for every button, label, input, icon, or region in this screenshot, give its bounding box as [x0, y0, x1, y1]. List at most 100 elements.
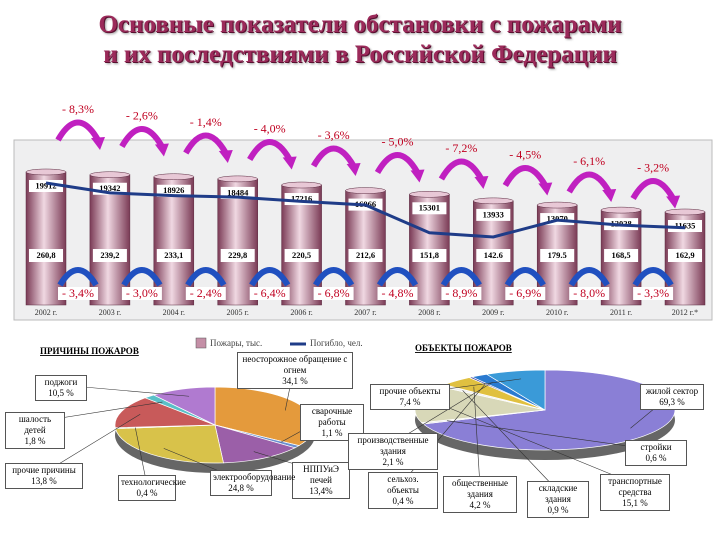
callout: прочие объекты 7,4 % [370, 384, 450, 410]
line-value-label: 162,9 [675, 250, 694, 260]
line-value-label: 233,1 [164, 250, 183, 260]
arrow-head [602, 189, 617, 202]
callout: транспортные средства 15,1 % [600, 474, 670, 511]
arrow-head [154, 143, 169, 157]
arrow [438, 158, 485, 181]
x-tick-label: 2004 г. [163, 308, 185, 317]
arrow-head [474, 176, 489, 189]
leader-line [462, 390, 559, 492]
pie-slice [115, 424, 224, 464]
label-part: 15,1 % [622, 498, 648, 508]
bar-top [153, 173, 195, 181]
label-part: сельхоз. объекты [387, 474, 419, 495]
label-part: НППУиЭ печей [303, 464, 339, 485]
label-part: складские здания [538, 483, 578, 504]
annotation: - 4,5% [509, 147, 541, 161]
label-part: транспортные средства [608, 476, 662, 497]
arrow [121, 267, 163, 287]
arrow [247, 139, 293, 162]
line-value-label: 260,8 [36, 250, 55, 260]
arrow [504, 267, 546, 287]
label-part: 0,4 % [392, 496, 414, 506]
label-bg [476, 249, 511, 262]
label-bg [185, 287, 226, 300]
annotation: - 8,9% [445, 286, 477, 300]
bar-value-label: 19342 [99, 183, 120, 193]
line-value-label: 179.5 [548, 250, 567, 260]
bar-top [664, 208, 706, 216]
line-value-label: 212,6 [356, 250, 375, 260]
label-part: жилой сектор [645, 386, 699, 396]
label-part: шалость детей [18, 414, 52, 435]
annotation: - 6,4% [254, 286, 286, 300]
arrow-head [218, 150, 233, 163]
legend-swatch [195, 337, 207, 349]
label-part: электрооборудование [213, 472, 296, 482]
callout: неосторожное обращение с огнем 34,1 % [237, 352, 353, 389]
x-tick-label: 2003 г. [99, 308, 121, 317]
arrow-head [282, 156, 297, 170]
label-bg [156, 249, 191, 262]
label-bg [249, 287, 290, 300]
bar-top [345, 187, 386, 194]
arrow-head [346, 163, 361, 176]
callout: сельхоз. объекты 0,4 % [368, 472, 438, 509]
line-value-label: 151,8 [420, 250, 439, 260]
annotation: - 2,6% [126, 108, 158, 122]
bar-value-label: 18484 [227, 187, 249, 197]
label-bg [121, 287, 162, 300]
annotation: - 5,0% [382, 134, 414, 148]
bar-top [25, 168, 67, 176]
label-part: 7,4 % [399, 397, 421, 407]
annotation: - 3,2% [637, 160, 669, 174]
label-bg [441, 287, 482, 300]
bar-value-label: 18926 [163, 185, 184, 195]
label-part: 1,8 % [24, 436, 46, 446]
pie-title: ОБЪЕКТЫ ПОЖАРОВ [415, 343, 512, 353]
label-part: прочие причины [12, 465, 76, 475]
bar-top [281, 181, 322, 189]
arrow [376, 267, 419, 287]
callout: общественные здания 4,2 % [443, 476, 517, 513]
arrow [185, 267, 227, 287]
label-bg [412, 249, 447, 262]
callout: поджоги 10,5 % [35, 375, 87, 401]
x-tick-label: 2006 г. [290, 308, 312, 317]
leader-line [442, 404, 636, 485]
label-part: 10,5 % [48, 388, 74, 398]
annotation: - 8,0% [573, 286, 605, 300]
annotation: - 6,8% [318, 286, 350, 300]
callout: НППУиЭ печей 13,4% [292, 462, 350, 499]
annotation: - 7,2% [445, 141, 477, 155]
annotation: - 8,3% [62, 102, 94, 116]
label-bg [58, 287, 98, 300]
legend-label: Пожары, тыс. [210, 338, 262, 348]
x-tick-label: 2002 г. [35, 308, 57, 317]
bar-value-label: 12028 [610, 219, 631, 229]
label-bg [284, 249, 319, 262]
annotation: - 1,4% [190, 115, 222, 129]
line-value-label: 168,5 [612, 250, 631, 260]
label-bg [668, 249, 702, 262]
arrow-head [91, 137, 105, 150]
x-tick-label: 2010 г. [546, 308, 568, 317]
x-tick-label: 2005 г. [227, 308, 249, 317]
x-tick-label: 2009 г. [482, 308, 504, 317]
arrow [632, 267, 674, 287]
label-bg [476, 208, 511, 221]
label-bg [313, 287, 354, 300]
label-part: технологические [121, 477, 186, 487]
label-part: прочие объекты [379, 386, 441, 396]
line-value-label: 142.6 [484, 250, 503, 260]
arrow [310, 145, 357, 168]
pie-title: ПРИЧИНЫ ПОЖАРОВ [40, 346, 139, 356]
arrow [249, 267, 291, 287]
pie-slice [152, 386, 216, 426]
label-part: сварочные работы [311, 406, 353, 427]
callout: производственные здания 2,1 % [348, 433, 438, 470]
label-part: 0,4 % [136, 488, 158, 498]
label-bg [348, 249, 383, 262]
callout: прочие причины 13,8 % [5, 463, 83, 489]
